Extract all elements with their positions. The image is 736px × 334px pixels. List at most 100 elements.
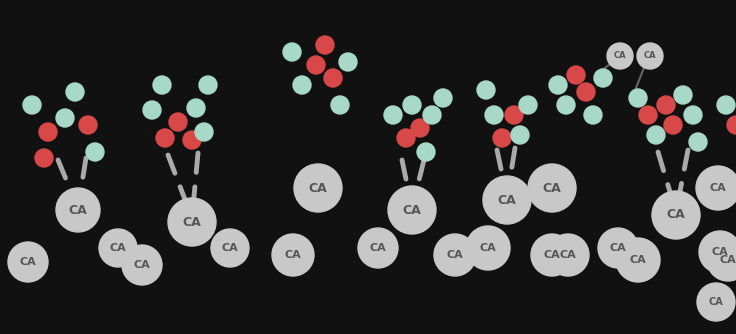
Text: CA: CA bbox=[68, 203, 88, 216]
Circle shape bbox=[707, 239, 736, 281]
Circle shape bbox=[664, 116, 682, 134]
Text: CA: CA bbox=[559, 250, 576, 260]
Circle shape bbox=[567, 66, 585, 84]
Text: CA: CA bbox=[544, 250, 560, 260]
Circle shape bbox=[594, 69, 612, 87]
Circle shape bbox=[56, 188, 100, 232]
Circle shape bbox=[23, 96, 41, 114]
Circle shape bbox=[168, 198, 216, 246]
Circle shape bbox=[637, 43, 663, 69]
Circle shape bbox=[397, 129, 415, 147]
Circle shape bbox=[8, 242, 48, 282]
Circle shape bbox=[403, 96, 421, 114]
Circle shape bbox=[519, 96, 537, 114]
Circle shape bbox=[657, 96, 675, 114]
Circle shape bbox=[466, 226, 510, 270]
Circle shape bbox=[639, 106, 657, 124]
Text: CA: CA bbox=[614, 51, 626, 60]
Circle shape bbox=[339, 53, 357, 71]
Circle shape bbox=[607, 43, 633, 69]
Circle shape bbox=[505, 106, 523, 124]
Circle shape bbox=[324, 69, 342, 87]
Circle shape bbox=[434, 234, 476, 276]
Circle shape bbox=[727, 116, 736, 134]
Circle shape bbox=[485, 106, 503, 124]
Circle shape bbox=[169, 113, 187, 131]
Circle shape bbox=[684, 106, 702, 124]
Circle shape bbox=[143, 101, 161, 119]
Text: CA: CA bbox=[644, 51, 657, 60]
Circle shape bbox=[699, 231, 736, 273]
Circle shape bbox=[183, 131, 201, 149]
Circle shape bbox=[195, 123, 213, 141]
Circle shape bbox=[423, 106, 441, 124]
Circle shape bbox=[358, 228, 398, 268]
Text: CA: CA bbox=[183, 215, 202, 228]
Circle shape bbox=[528, 164, 576, 212]
Circle shape bbox=[547, 234, 589, 276]
Text: CA: CA bbox=[542, 181, 562, 194]
Circle shape bbox=[56, 109, 74, 127]
Circle shape bbox=[66, 83, 84, 101]
Text: CA: CA bbox=[308, 181, 328, 194]
Circle shape bbox=[316, 36, 334, 54]
Circle shape bbox=[153, 76, 171, 94]
Circle shape bbox=[211, 229, 249, 267]
Circle shape bbox=[187, 99, 205, 117]
Text: CA: CA bbox=[110, 243, 127, 253]
Circle shape bbox=[384, 106, 402, 124]
Text: CA: CA bbox=[712, 247, 729, 257]
Circle shape bbox=[434, 89, 452, 107]
Circle shape bbox=[549, 76, 567, 94]
Circle shape bbox=[717, 96, 735, 114]
Circle shape bbox=[689, 133, 707, 151]
Text: CA: CA bbox=[403, 203, 422, 216]
Circle shape bbox=[674, 86, 692, 104]
Text: CA: CA bbox=[720, 255, 736, 265]
Circle shape bbox=[388, 186, 436, 234]
Circle shape bbox=[86, 143, 104, 161]
Text: CA: CA bbox=[709, 297, 723, 307]
Circle shape bbox=[584, 106, 602, 124]
Text: CA: CA bbox=[285, 250, 301, 260]
Text: CA: CA bbox=[222, 243, 238, 253]
Circle shape bbox=[483, 176, 531, 224]
Text: CA: CA bbox=[609, 243, 626, 253]
Circle shape bbox=[577, 83, 595, 101]
Text: CA: CA bbox=[710, 183, 726, 193]
Circle shape bbox=[531, 234, 573, 276]
Circle shape bbox=[647, 126, 665, 144]
Text: CA: CA bbox=[667, 208, 685, 221]
Circle shape bbox=[294, 164, 342, 212]
Circle shape bbox=[557, 96, 575, 114]
Text: CA: CA bbox=[480, 243, 496, 253]
Circle shape bbox=[511, 126, 529, 144]
Circle shape bbox=[199, 76, 217, 94]
Circle shape bbox=[35, 149, 53, 167]
Circle shape bbox=[697, 283, 735, 321]
Circle shape bbox=[411, 119, 429, 137]
Circle shape bbox=[79, 116, 97, 134]
Circle shape bbox=[293, 76, 311, 94]
Circle shape bbox=[99, 229, 137, 267]
Text: CA: CA bbox=[134, 260, 150, 270]
Circle shape bbox=[39, 123, 57, 141]
Text: CA: CA bbox=[629, 255, 646, 265]
Circle shape bbox=[616, 238, 660, 282]
Circle shape bbox=[156, 129, 174, 147]
Circle shape bbox=[652, 191, 700, 239]
Circle shape bbox=[331, 96, 349, 114]
Circle shape bbox=[598, 228, 638, 268]
Text: CA: CA bbox=[20, 257, 36, 267]
Circle shape bbox=[272, 234, 314, 276]
Circle shape bbox=[283, 43, 301, 61]
Circle shape bbox=[307, 56, 325, 74]
Circle shape bbox=[696, 166, 736, 210]
Circle shape bbox=[493, 129, 511, 147]
Circle shape bbox=[477, 81, 495, 99]
Text: CA: CA bbox=[498, 193, 517, 206]
Circle shape bbox=[629, 89, 647, 107]
Text: CA: CA bbox=[447, 250, 464, 260]
Circle shape bbox=[122, 245, 162, 285]
Text: CA: CA bbox=[369, 243, 386, 253]
